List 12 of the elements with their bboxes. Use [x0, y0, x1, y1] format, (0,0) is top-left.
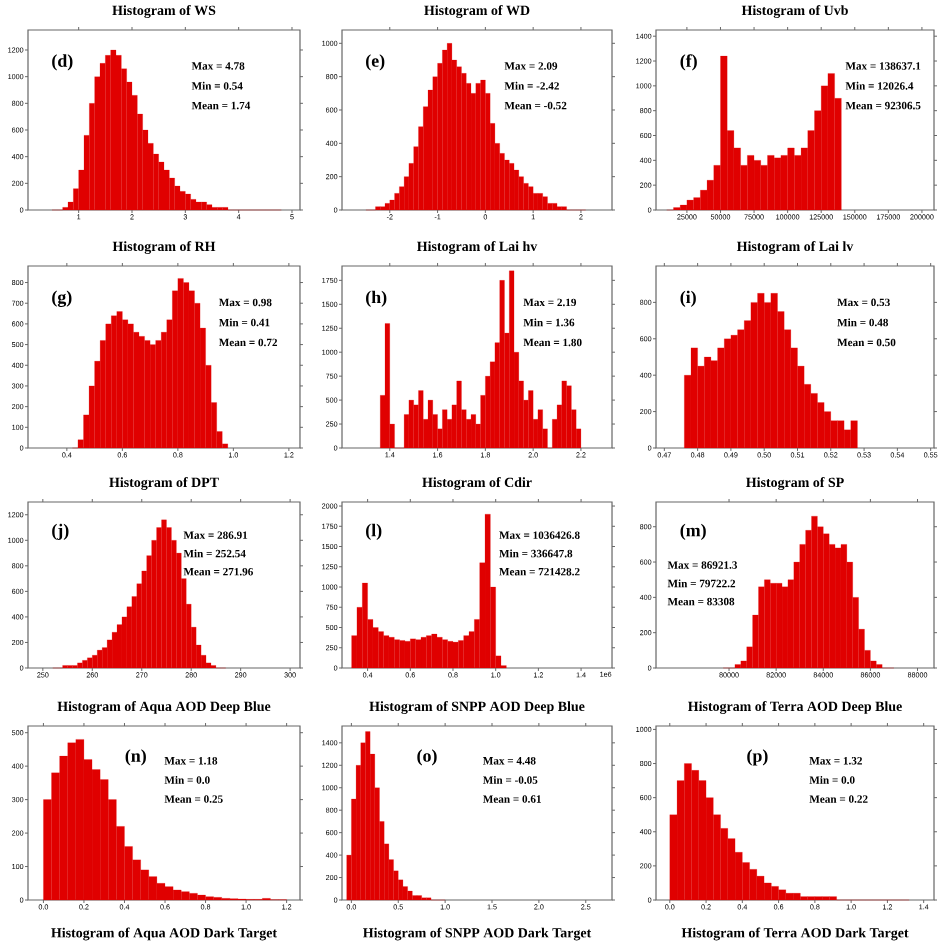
annotation: (h)	[366, 290, 387, 307]
annotation: (d)	[52, 54, 73, 71]
annotation: (i)	[680, 290, 696, 307]
annotation: (m)	[680, 523, 706, 541]
annotation: (e)	[366, 54, 385, 71]
annotation: (o)	[417, 749, 437, 766]
annotation: (n)	[125, 749, 146, 766]
annotation: (g)	[52, 290, 72, 307]
annotation: (p)	[747, 749, 768, 766]
annotation: (l)	[366, 523, 382, 540]
annotation: (j)	[52, 523, 69, 540]
annotation: (f)	[680, 54, 697, 71]
